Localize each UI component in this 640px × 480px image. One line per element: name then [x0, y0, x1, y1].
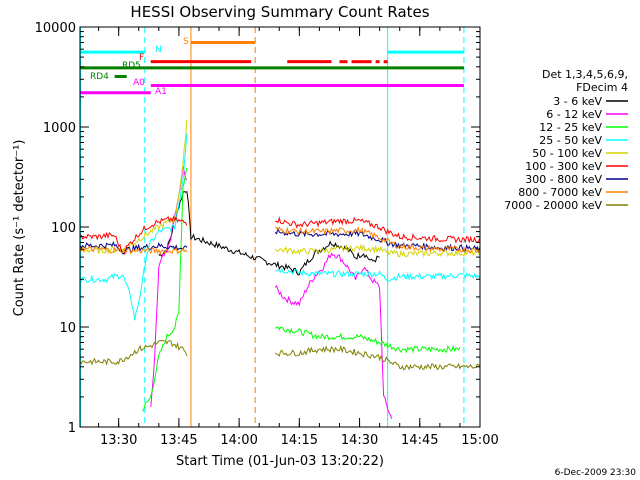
series-line-5-1: [275, 216, 480, 244]
series-line-8-1: [274, 344, 480, 371]
x-tick-label: 15:00: [461, 433, 498, 448]
flag-label-rd4: RD4: [90, 72, 109, 82]
series-line-2-0: [142, 167, 188, 412]
flag-label-a1: A1: [155, 87, 167, 97]
legend-label: 25 - 50 keV: [539, 134, 602, 147]
legend-header-line: Det 1,3,4,5,6,9,: [542, 68, 628, 81]
x-tick-label: 14:30: [341, 433, 378, 448]
y-tick-label: 10: [59, 321, 76, 336]
series-line-6-1: [274, 227, 480, 253]
flag-label-a0: A0: [133, 78, 145, 88]
series-7: [80, 226, 480, 255]
x-tick-label: 14:15: [281, 433, 318, 448]
series-line-7-1: [275, 226, 480, 254]
legend-label: 100 - 300 keV: [525, 160, 602, 173]
y-tick-label: 100: [51, 221, 76, 236]
legend-header-line: FDecim 4: [576, 81, 628, 94]
series-1: [150, 166, 393, 419]
series-line-4-1: [274, 243, 480, 258]
series-4: [80, 119, 480, 258]
axes: 1 10 100 1000 10000 13:30 13:45 14:00 14:15 14:30…: [35, 21, 499, 448]
legend-label: 12 - 25 keV: [539, 121, 602, 134]
x-tick-label: 13:45: [160, 433, 197, 448]
legend-label: 50 - 100 keV: [532, 147, 602, 160]
flag-label-rd5: RD5: [122, 61, 141, 71]
x-tick-label: 14:00: [220, 433, 257, 448]
series-8: [80, 339, 480, 371]
series-2: [142, 167, 461, 412]
series-3: [80, 133, 480, 321]
y-tick-label: 1000: [43, 121, 76, 136]
legend-label: 3 - 6 keV: [553, 95, 602, 108]
legend-label: 7000 - 20000 keV: [504, 199, 602, 212]
series-line-3-1: [275, 267, 480, 283]
legend-label: 300 - 800 keV: [525, 173, 602, 186]
flag-label-f: F: [139, 53, 144, 63]
legend-label: 6 - 12 keV: [546, 108, 602, 121]
y-tick-label: 10000: [35, 21, 76, 36]
y-tick-label: 1: [68, 421, 76, 436]
x-axis-label: Start Time (01-Jun-03 13:20:22): [176, 454, 384, 469]
series-line-3-0: [80, 133, 188, 321]
series-line-5-0: [80, 215, 188, 255]
legend-label: 800 - 7000 keV: [518, 186, 602, 199]
series-line-1-1: [274, 252, 393, 419]
series-line-2-1: [274, 326, 461, 354]
y-axis-label: Count Rate (s⁻¹ detector⁻¹): [12, 140, 27, 317]
x-tick-label: 14:45: [401, 433, 438, 448]
series-line-4-0: [80, 119, 188, 255]
x-tick-label: 13:30: [100, 433, 137, 448]
series-line-8-0: [80, 339, 188, 366]
footer-date: 6-Dec-2009 23:30: [555, 468, 637, 478]
chart-title: HESSI Observing Summary Count Rates: [130, 3, 429, 21]
series-5: [80, 215, 480, 255]
flag-label-n: N: [155, 45, 162, 55]
series-line-7-0: [80, 246, 188, 255]
flag-label-s: S: [183, 37, 189, 47]
